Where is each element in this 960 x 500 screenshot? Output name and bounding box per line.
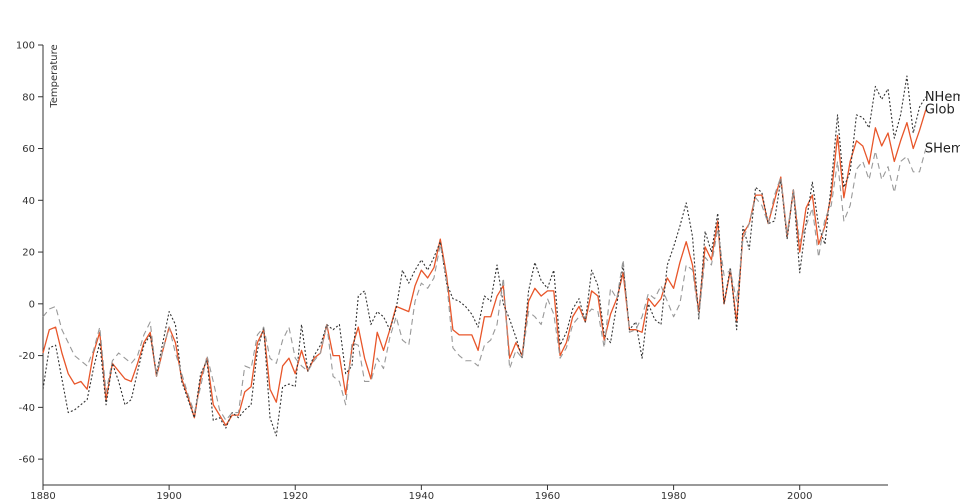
x-tick-label: 1940 <box>409 491 434 500</box>
y-tick-label: 100 <box>16 41 35 52</box>
y-tick-label: -60 <box>19 455 35 466</box>
x-tick-label: 2000 <box>787 491 812 500</box>
series-layer <box>42 75 927 437</box>
y-tick-label: -40 <box>19 403 35 414</box>
x-tick-label: 1900 <box>156 491 181 500</box>
series-label-glob: Glob <box>925 103 955 118</box>
y-tick-label: -20 <box>19 351 35 362</box>
series-line-glob <box>42 109 927 427</box>
axes: 100 80 60 40 20 0 -20 -40 -60 1880 1900 1920 1940 196… <box>16 41 888 500</box>
series-line-shem <box>42 148 927 421</box>
series-line-nhem <box>42 75 927 437</box>
series-label-nhem: NHem <box>925 90 960 105</box>
y-tick-label: 0 <box>29 299 35 310</box>
y-tick-label: 60 <box>22 144 35 155</box>
x-tick-label: 1960 <box>535 491 560 500</box>
y-tick-label: 40 <box>22 196 35 207</box>
y-axis-label: Temperature <box>49 44 60 108</box>
y-tick-label: 80 <box>22 92 35 103</box>
x-tick-label: 1920 <box>283 491 308 500</box>
x-tick-label: 1980 <box>661 491 686 500</box>
x-tick-label: 1880 <box>30 491 55 500</box>
series-label-shem: SHem <box>925 142 960 157</box>
y-tick-label: 20 <box>22 248 35 259</box>
